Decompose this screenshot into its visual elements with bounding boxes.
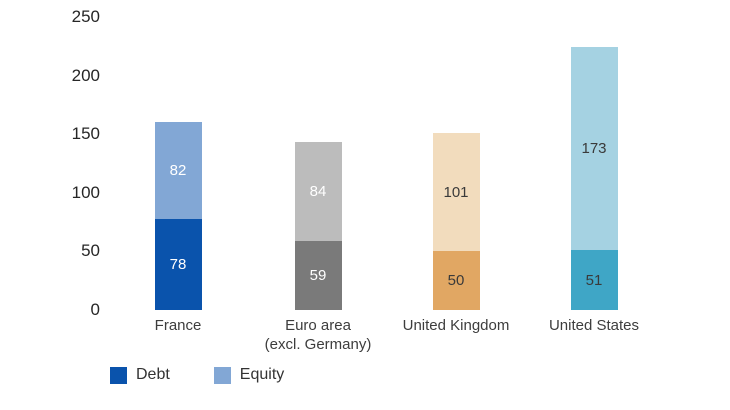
y-tick-label-150: 150	[71, 124, 100, 144]
legend-item-equity: Equity	[213, 366, 285, 384]
bar-segment-debt-united-states: 51	[570, 250, 618, 310]
y-tick-label-50: 50	[81, 241, 100, 261]
y-tick-label-200: 200	[71, 65, 100, 85]
category-label-line: Euro area	[285, 317, 351, 334]
y-tick-label-100: 100	[71, 182, 100, 202]
bar-segment-equity-france: 82	[154, 122, 202, 219]
category-label-united-kingdom: United Kingdom	[371, 316, 541, 335]
legend-label-debt: Debt	[136, 366, 170, 383]
category-label-line: France	[154, 317, 202, 334]
category-label-line: (excl. Germany)	[264, 336, 372, 353]
category-label-france: France	[93, 316, 263, 335]
bar-segment-debt-euro-area: 59	[294, 240, 342, 310]
legend-item-debt: Debt	[110, 366, 170, 384]
category-label-euro-area: Euro area (excl. Germany)	[233, 316, 403, 354]
bar-segment-equity-united-kingdom: 101	[432, 133, 480, 252]
y-tick-label-0: 0	[90, 300, 100, 319]
legend-label-equity: Equity	[239, 366, 285, 383]
y-tick-label-250: 250	[71, 7, 100, 26]
category-label-line: United States	[548, 317, 640, 334]
bar-segment-debt-france: 78	[154, 218, 202, 310]
equity-swatch-icon	[213, 366, 231, 384]
legend: Debt Equity	[110, 366, 284, 384]
category-label-united-states: United States	[509, 316, 679, 335]
category-label-line: United Kingdom	[402, 317, 510, 334]
bar-segment-debt-united-kingdom: 50	[432, 251, 480, 310]
debt-swatch-icon	[110, 366, 127, 384]
bar-segment-equity-united-states: 173	[570, 47, 618, 251]
bar-segment-equity-euro-area: 84	[294, 142, 342, 241]
